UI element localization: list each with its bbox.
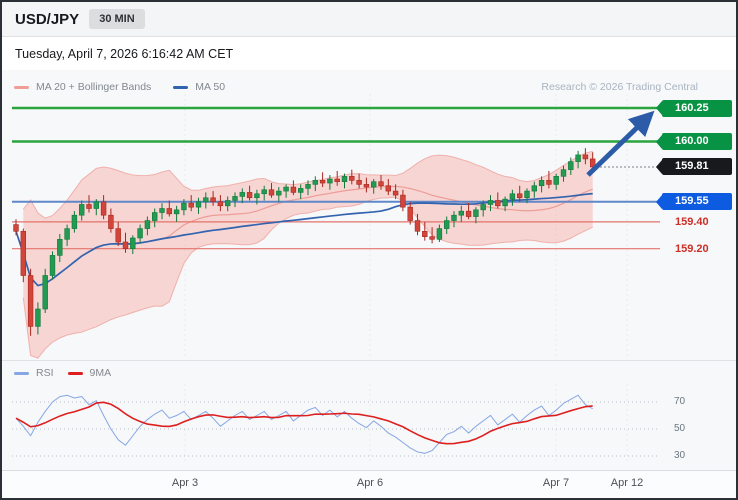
price-label-160.00: 160.00: [656, 133, 732, 150]
rsi-tick-70: 70: [674, 396, 686, 407]
time-axis-label-apr-12: Apr 12: [610, 477, 644, 489]
price-label-159.81: 159.81: [656, 158, 732, 176]
timeframe-badge[interactable]: 30 MIN: [89, 9, 145, 29]
panel-divider: [2, 360, 736, 361]
symbol-title: USD/JPY: [15, 10, 80, 28]
price-label-159.55: 159.55: [656, 193, 732, 211]
rsi-legend-label: RSI: [36, 367, 54, 379]
price-label-159.20: 159.20: [675, 242, 709, 255]
ma20-legend-label: MA 20 + Bollinger Bands: [36, 81, 152, 93]
chart-legend: MA 20 + Bollinger Bands MA 50: [14, 81, 225, 93]
rsi-ma-swatch: [67, 371, 83, 375]
header: USD/JPY 30 MIN: [2, 2, 736, 37]
price-label-159.40: 159.40: [675, 215, 709, 228]
price-label-160.25: 160.25: [656, 99, 732, 117]
rsi-tick-30: 30: [674, 450, 686, 461]
datetime-label: Tuesday, April 7, 2026 6:16:42 AM CET: [2, 37, 736, 71]
price-axis: 160.25 160.00 159.81 159.55 159.40 159.20 70 50…: [656, 70, 736, 470]
rsi-tick-50: 50: [674, 423, 686, 434]
rsi-legend: RSI 9MA: [14, 367, 111, 379]
rsi-swatch: [14, 371, 29, 375]
time-axis-label-apr-6: Apr 6: [356, 477, 384, 489]
ma50-swatch: [173, 85, 189, 89]
ma50-legend-label: MA 50: [195, 81, 226, 93]
ma20-bollinger-swatch: [14, 85, 29, 89]
rsi-ma-legend-label: 9MA: [89, 367, 112, 379]
research-credit: Research © 2026 Trading Central: [541, 81, 698, 93]
chart-region: MA 20 + Bollinger Bands MA 50 Research ©…: [2, 70, 736, 470]
time-axis-label-apr-3: Apr 3: [171, 477, 199, 489]
chart-canvas: [12, 94, 660, 464]
time-axis-label-apr-7: Apr 7: [542, 477, 570, 489]
time-axis: Apr 3 Apr 6 Apr 7 Apr 12: [2, 470, 736, 497]
